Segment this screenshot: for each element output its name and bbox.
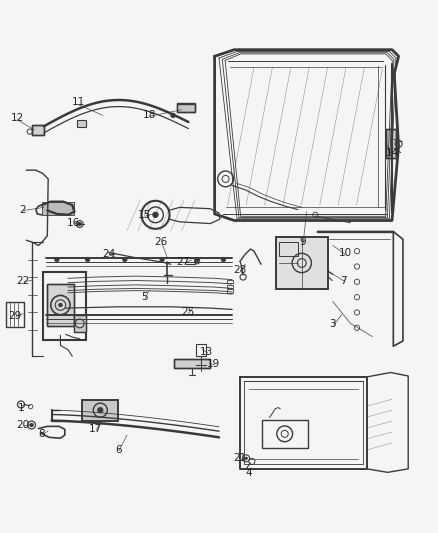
Text: 19: 19 xyxy=(207,359,220,369)
Bar xyxy=(43,272,86,340)
Text: 2: 2 xyxy=(19,205,26,215)
Text: 20: 20 xyxy=(16,420,29,430)
Text: 10: 10 xyxy=(339,248,352,259)
Text: 15: 15 xyxy=(138,210,151,220)
Text: 27: 27 xyxy=(177,257,190,267)
Bar xyxy=(177,103,195,112)
Text: 17: 17 xyxy=(89,424,102,434)
Bar xyxy=(276,237,328,289)
Text: 9: 9 xyxy=(299,237,306,247)
Circle shape xyxy=(98,408,103,413)
Text: 29: 29 xyxy=(9,311,22,320)
Bar xyxy=(227,285,233,288)
Bar xyxy=(6,302,24,327)
Bar xyxy=(74,314,86,332)
Text: 24: 24 xyxy=(102,249,115,259)
Text: 3: 3 xyxy=(329,319,336,329)
Text: 7: 7 xyxy=(340,276,347,286)
Text: 6: 6 xyxy=(115,445,122,455)
Bar xyxy=(47,284,74,326)
Bar xyxy=(177,103,195,112)
Bar xyxy=(262,420,308,448)
Text: 13: 13 xyxy=(200,347,213,357)
Bar xyxy=(82,400,118,421)
Bar xyxy=(386,130,396,158)
Text: 5: 5 xyxy=(141,292,148,302)
Text: 22: 22 xyxy=(16,276,29,286)
Text: 21: 21 xyxy=(233,454,247,463)
Circle shape xyxy=(123,257,127,262)
Text: 26: 26 xyxy=(155,237,168,247)
Bar xyxy=(174,359,210,368)
Circle shape xyxy=(78,222,81,226)
Text: 28: 28 xyxy=(233,265,247,275)
Bar xyxy=(227,289,233,293)
Text: 8: 8 xyxy=(38,429,45,439)
Circle shape xyxy=(85,257,90,262)
Circle shape xyxy=(59,303,62,307)
Bar xyxy=(276,237,328,289)
Bar xyxy=(82,400,118,421)
Circle shape xyxy=(30,423,33,427)
Bar xyxy=(77,120,86,127)
Bar xyxy=(32,125,44,135)
Bar xyxy=(227,280,233,283)
Circle shape xyxy=(221,257,226,262)
Text: 18: 18 xyxy=(143,110,156,120)
Text: 4: 4 xyxy=(245,468,252,478)
Circle shape xyxy=(153,212,158,217)
Bar xyxy=(196,344,206,356)
Bar xyxy=(32,125,44,135)
Text: 14: 14 xyxy=(385,148,399,158)
Circle shape xyxy=(171,113,175,118)
Bar xyxy=(42,201,74,215)
Bar xyxy=(279,241,298,255)
Bar xyxy=(74,314,86,332)
Text: 12: 12 xyxy=(11,114,24,124)
Text: 25: 25 xyxy=(181,308,194,318)
Text: 11: 11 xyxy=(71,97,85,107)
Bar xyxy=(174,359,210,368)
Circle shape xyxy=(245,457,247,459)
Circle shape xyxy=(160,257,164,262)
Text: 1: 1 xyxy=(18,402,25,413)
Text: 16: 16 xyxy=(67,217,80,228)
Circle shape xyxy=(195,257,199,262)
Circle shape xyxy=(55,257,59,262)
Bar xyxy=(47,284,74,326)
Bar xyxy=(386,130,396,158)
